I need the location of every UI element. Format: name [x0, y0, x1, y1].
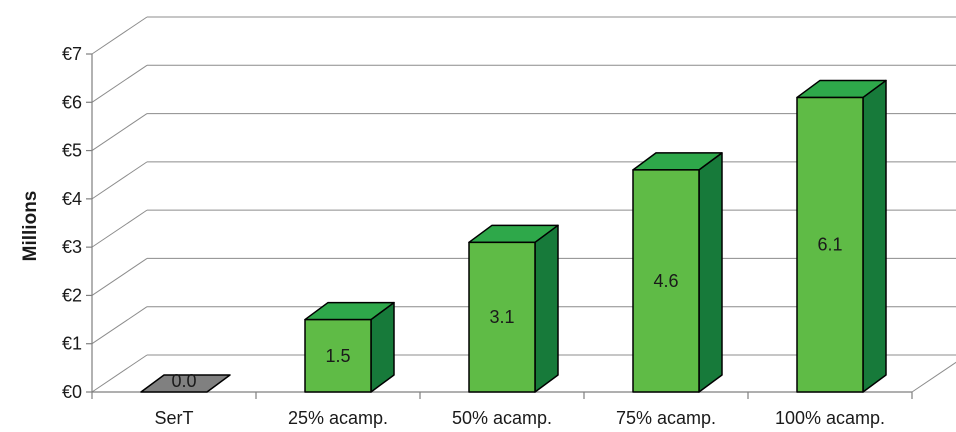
wall-line-1 — [91, 306, 148, 345]
bar-side-4 — [862, 79, 887, 393]
wall-line-4 — [91, 161, 148, 200]
data-label: 1.5 — [325, 346, 350, 366]
y-tick-label: €0 — [62, 382, 82, 402]
y-tick-label: €6 — [62, 92, 82, 112]
y-tick-label: €3 — [62, 237, 82, 257]
y-tick-label: €5 — [62, 141, 82, 161]
data-label: 0.0 — [171, 371, 196, 391]
wall-line-3 — [91, 209, 148, 248]
x-tick-label: 75% acamp. — [616, 408, 716, 428]
x-tick-label: 50% acamp. — [452, 408, 552, 428]
bar-side-3 — [698, 152, 723, 393]
wall-line-7 — [91, 16, 148, 55]
wall-line-0 — [91, 354, 148, 393]
data-label: 3.1 — [489, 307, 514, 327]
y-tick-label: €7 — [62, 44, 82, 64]
wall-line-2 — [91, 258, 148, 296]
y-axis-title: Millions — [20, 191, 41, 262]
bar-1 — [304, 318, 372, 393]
wall-line-6 — [91, 64, 148, 103]
data-label: 4.6 — [653, 271, 678, 291]
y-tick-label: €2 — [62, 285, 82, 305]
bar-2 — [468, 241, 536, 393]
bar-side-2 — [534, 224, 559, 393]
wall-line-5 — [91, 113, 148, 151]
bar-4 — [796, 96, 864, 393]
floor-right-edge — [911, 361, 956, 393]
x-tick-label: SerT — [154, 408, 193, 428]
x-tick-label: 100% acamp. — [775, 408, 885, 428]
bar-layer: 0.0 1.5 3.1 4.6 6.1 — [140, 79, 887, 393]
bar-0 — [140, 374, 231, 393]
bar-3 — [632, 169, 700, 393]
x-tick-label: 25% acamp. — [288, 408, 388, 428]
data-label: 6.1 — [817, 235, 842, 255]
y-tick-label: €1 — [62, 334, 82, 354]
y-tick-label: €4 — [62, 189, 82, 209]
